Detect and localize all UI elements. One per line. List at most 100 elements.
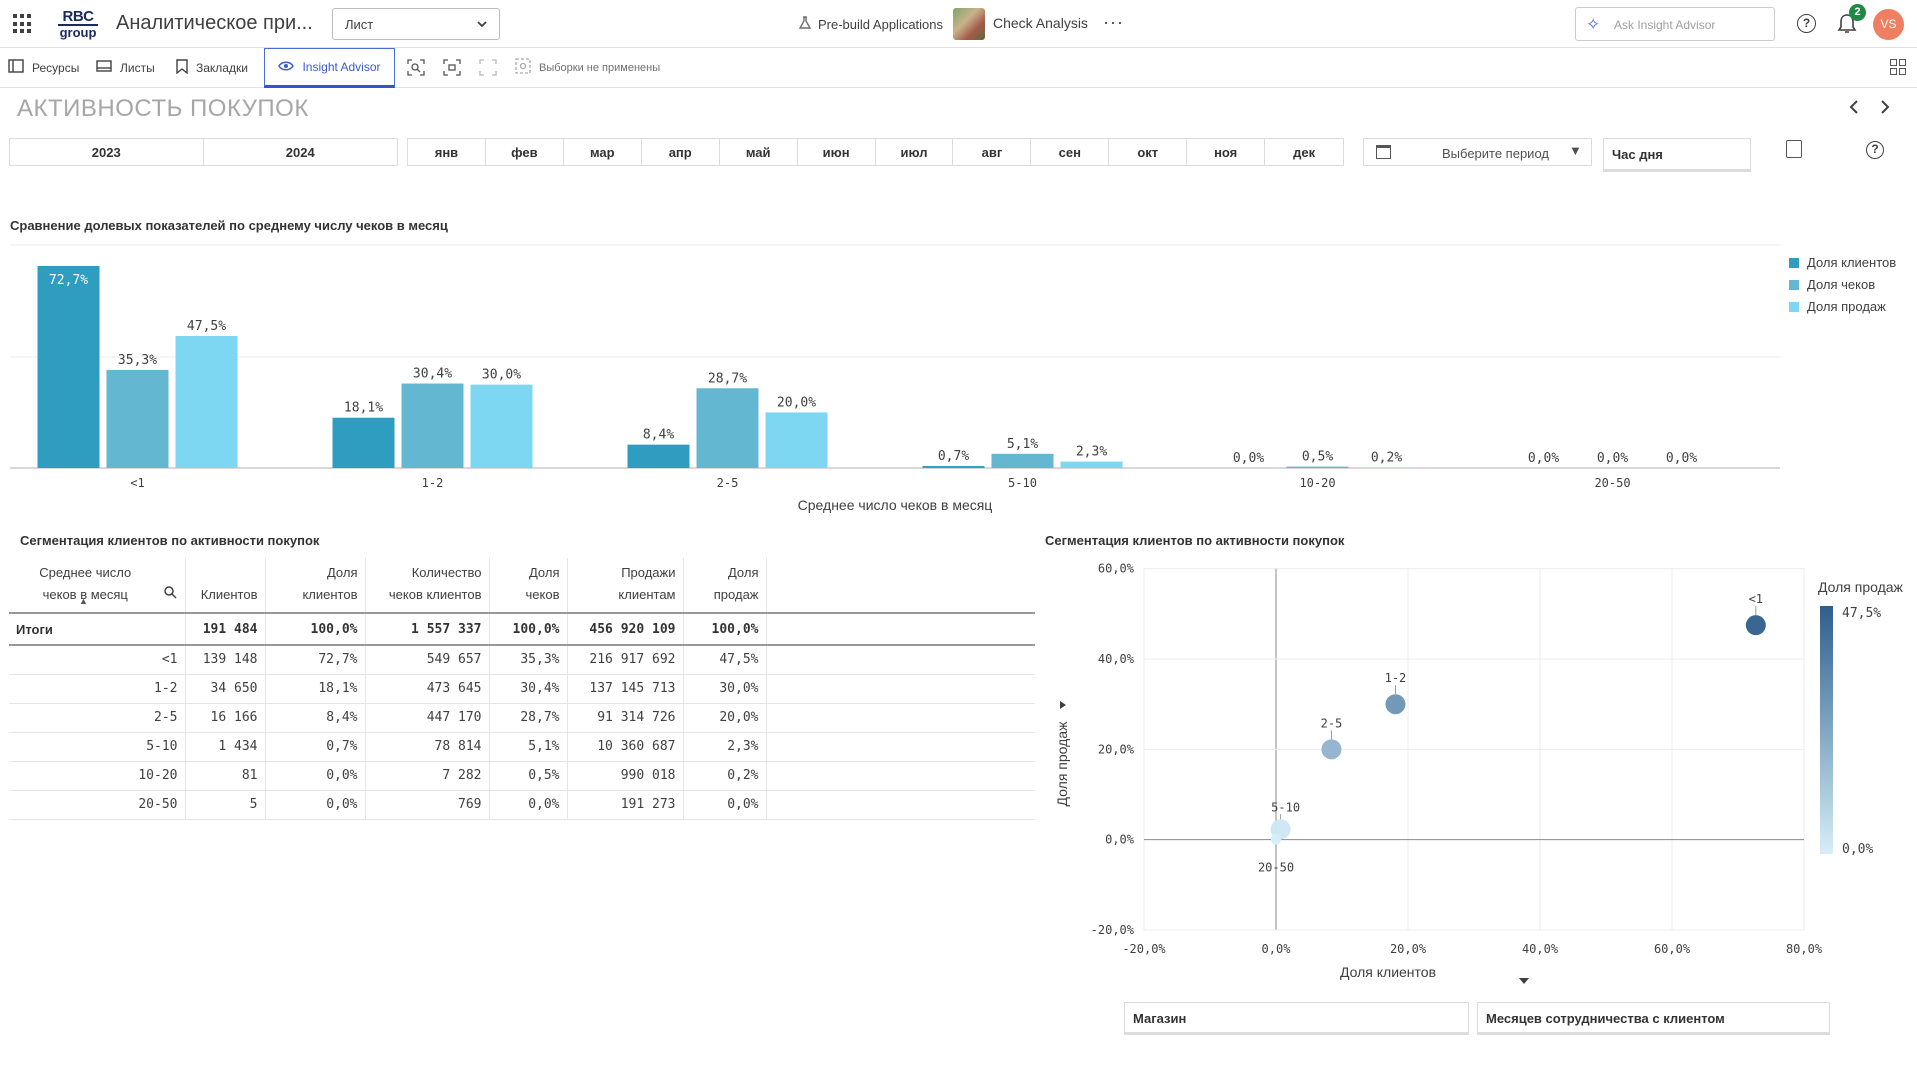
insight-advisor-tab[interactable]: Insight Advisor — [264, 48, 395, 88]
month-option[interactable]: сен — [1031, 139, 1110, 165]
data-label: 0,5% — [1302, 450, 1333, 465]
bar — [991, 453, 1054, 468]
cell: 47,5% — [683, 645, 767, 675]
grid-layout-icon[interactable] — [1890, 59, 1906, 75]
x-tick-label: 2-5 — [717, 476, 739, 490]
search-selections-icon[interactable] — [407, 59, 425, 76]
legend-swatch — [1789, 257, 1799, 268]
cell: 549 657 — [365, 645, 490, 675]
sheet-help-icon[interactable]: ? — [1866, 141, 1884, 159]
sheet-select-dropdown[interactable]: Лист — [332, 8, 500, 40]
month-option[interactable]: мар — [564, 139, 642, 165]
month-option[interactable]: янв — [408, 139, 486, 165]
column-header-share-sales[interactable]: Доля продаж — [683, 558, 767, 614]
cell[interactable]: 2-5 — [9, 703, 186, 733]
month-option[interactable]: фев — [486, 139, 564, 165]
month-option[interactable]: июн — [798, 139, 876, 165]
legend-item-checks[interactable]: Доля чеков — [1789, 277, 1875, 292]
panel-icon — [8, 59, 24, 76]
cell: 0,0% — [489, 790, 568, 820]
point-label: 5-10 — [1271, 800, 1300, 814]
help-icon[interactable]: ? — [1797, 14, 1816, 33]
year-option[interactable]: 2024 — [285, 144, 315, 160]
cell: 5,1% — [489, 732, 568, 762]
app-menu-grid-icon[interactable] — [13, 14, 33, 34]
selections-icon — [515, 58, 531, 77]
bar — [1060, 461, 1123, 468]
table-row[interactable]: 1-2 34 650 18,1% 473 645 30,4% 137 145 7… — [9, 674, 1035, 704]
store-filter-pane[interactable]: Магазин — [1124, 1002, 1469, 1035]
company-logo[interactable]: RBC group — [58, 9, 98, 40]
no-selections-status: Выборки не применены — [515, 48, 660, 87]
cell[interactable]: 20-50 — [9, 790, 186, 820]
column-header-share-clients[interactable]: Доля клиентов — [265, 558, 366, 614]
cell: 473 645 — [365, 674, 490, 704]
header-filler — [766, 558, 1035, 614]
period-label: Выберите период — [1442, 146, 1549, 161]
period-picker[interactable]: Выберите период ▼ — [1363, 138, 1592, 166]
table-row[interactable]: 5-10 1 434 0,7% 78 814 5,1% 10 360 687 2… — [9, 732, 1035, 762]
table-row[interactable]: 20-50 5 0,0% 769 0,0% 191 273 0,0% — [9, 790, 1035, 820]
months-cooperation-filter-pane[interactable]: Месяцев сотрудничества с клиентом — [1477, 1002, 1830, 1035]
app-thumbnail-image[interactable] — [953, 8, 985, 40]
month-option[interactable]: окт — [1109, 139, 1188, 165]
sheets-button[interactable]: Листы — [96, 48, 155, 87]
table-row[interactable]: 10-20 81 0,0% 7 282 0,5% 990 018 0,2% — [9, 761, 1035, 791]
column-header-segment[interactable]: Среднее число чеков в месяц ▲ — [9, 558, 186, 614]
column-header-clients[interactable]: Клиентов — [185, 558, 266, 614]
legend-item-sales[interactable]: Доля продаж — [1789, 299, 1886, 314]
data-label: 0,0% — [1233, 451, 1264, 466]
column-header-checks[interactable]: Количество чеков клиентов — [365, 558, 490, 614]
header-line: Количество — [411, 565, 482, 580]
legend-item-clients[interactable]: Доля клиентов — [1789, 255, 1896, 270]
cell: 78 814 — [365, 732, 490, 762]
x-tick-label: 20,0% — [1390, 942, 1427, 956]
sheet-select-value: Лист — [345, 17, 374, 32]
month-option[interactable]: авг — [953, 139, 1032, 165]
column-header-sales[interactable]: Продажи клиентам — [567, 558, 684, 614]
month-option[interactable]: июл — [876, 139, 954, 165]
x-axis-dropdown-icon — [1519, 978, 1529, 984]
check-analysis-title[interactable]: Check Analysis — [993, 15, 1088, 31]
cell[interactable]: 5-10 — [9, 732, 186, 762]
search-icon[interactable] — [163, 584, 177, 606]
year-option[interactable]: 2023 — [10, 139, 204, 165]
resources-label: Ресурсы — [32, 60, 80, 75]
month-option[interactable]: ноя — [1187, 139, 1266, 165]
cell[interactable]: 10-20 — [9, 761, 186, 791]
scatter-chart-title: Сегментация клиентов по активности покуп… — [1045, 533, 1345, 548]
x-axis-label: Доля клиентов — [1340, 964, 1436, 980]
column-header-share-checks[interactable]: Доля чеков — [489, 558, 568, 614]
table-row[interactable]: <1 139 148 72,7% 549 657 35,3% 216 917 6… — [9, 645, 1035, 675]
data-label: 2,3% — [1076, 445, 1107, 460]
header-line: Доля — [326, 565, 358, 580]
month-option[interactable]: май — [720, 139, 798, 165]
resources-button[interactable]: Ресурсы — [8, 48, 79, 87]
ask-placeholder: Ask Insight Advisor — [1614, 18, 1716, 32]
cell[interactable]: <1 — [9, 645, 186, 675]
hour-of-day-filter[interactable]: Час дня — [1603, 138, 1751, 172]
app-title[interactable]: Аналитическое при... — [116, 12, 313, 34]
bar — [765, 412, 828, 468]
selection-tool-icon[interactable] — [443, 59, 461, 76]
month-option[interactable]: дек — [1293, 144, 1316, 160]
cell: 5 — [185, 790, 266, 820]
flask-icon — [798, 16, 812, 33]
month-option[interactable]: апр — [642, 139, 720, 165]
ask-insight-advisor-input[interactable]: ✧ Ask Insight Advisor — [1575, 7, 1775, 41]
previous-sheet-icon[interactable] — [1848, 98, 1860, 121]
cell: 191 484 — [185, 613, 266, 646]
table-row[interactable]: 2-5 16 166 8,4% 447 170 28,7% 91 314 726… — [9, 703, 1035, 733]
bookmarks-button[interactable]: Закладки — [176, 48, 248, 87]
header-line: Клиентов — [200, 587, 258, 602]
user-avatar[interactable]: VS — [1873, 9, 1904, 40]
prebuild-applications-link[interactable]: Pre-build Applications — [798, 16, 943, 33]
data-label: 18,1% — [344, 401, 383, 416]
bar — [922, 466, 985, 468]
cell[interactable]: 1-2 — [9, 674, 186, 704]
more-options-icon[interactable]: ··· — [1103, 12, 1124, 32]
header-line: чеков — [525, 587, 560, 602]
dropdown-triangle-icon: ▼ — [1569, 143, 1582, 158]
edit-sheet-icon[interactable] — [1786, 140, 1802, 158]
next-sheet-icon[interactable] — [1879, 98, 1891, 121]
